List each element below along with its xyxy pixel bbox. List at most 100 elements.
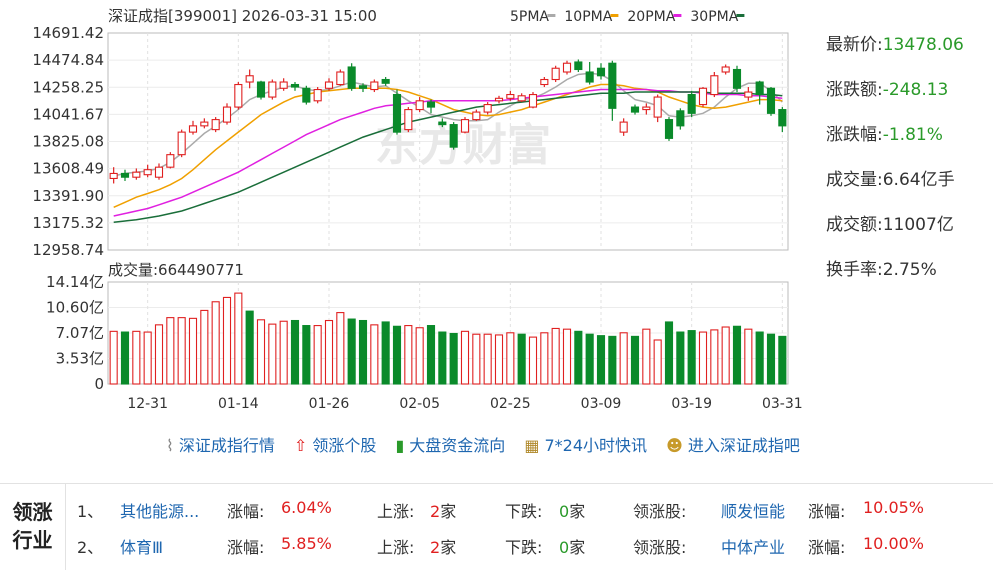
leading-stock-link[interactable]: 中体产业 xyxy=(721,538,786,557)
volume-bar xyxy=(676,331,685,385)
candle-body xyxy=(676,110,685,127)
candle-body xyxy=(166,154,175,168)
volume-bar xyxy=(744,328,753,385)
ma-legend-swatch xyxy=(736,14,745,17)
candle-body xyxy=(313,88,322,102)
candle-body xyxy=(766,87,776,114)
volume-bar xyxy=(540,332,549,385)
candle-body xyxy=(290,83,300,88)
volume-bar xyxy=(574,330,583,385)
stat-volume: 成交量:6.64亿手 xyxy=(826,170,955,190)
candle-body xyxy=(404,109,413,131)
volume-bar xyxy=(166,317,175,385)
link-leading-stocks[interactable]: ⇧ 领涨个股 xyxy=(293,436,377,455)
volume-tick-label: 14.14亿 xyxy=(46,273,104,291)
candle-body xyxy=(778,109,787,127)
volume-title: 成交量:664490771 xyxy=(108,261,244,279)
price-tick-label: 14474.84 xyxy=(32,51,104,69)
volume-bar xyxy=(755,331,764,385)
candle-body xyxy=(415,100,424,111)
volume-bar xyxy=(132,330,141,385)
volume-bar xyxy=(426,325,436,385)
candle-body xyxy=(664,119,674,139)
candle-body xyxy=(494,97,504,102)
candle-body xyxy=(222,106,232,123)
volume-bar xyxy=(483,333,492,385)
candle-body xyxy=(574,61,583,71)
link-news-flash[interactable]: ▦ 7*24小时快讯 xyxy=(524,436,648,455)
volume-bar xyxy=(766,333,776,385)
volume-bar xyxy=(778,335,787,385)
volume-bar xyxy=(313,325,322,385)
candle-body xyxy=(460,119,470,133)
candle-body xyxy=(381,78,390,84)
volume-bar xyxy=(324,319,334,385)
x-tick-label: 03-31 xyxy=(762,396,803,412)
candle-body xyxy=(132,171,141,178)
candle-body xyxy=(551,67,560,81)
volume-bar xyxy=(551,327,560,385)
volume-bar xyxy=(143,331,152,385)
candle-body xyxy=(109,172,118,180)
candle-body xyxy=(449,124,458,148)
volume-tick-label: 7.07亿 xyxy=(56,324,104,342)
sector-name-link[interactable]: 体育Ⅲ xyxy=(120,538,164,557)
volume-bar xyxy=(120,331,130,385)
price-tick-label: 13391.90 xyxy=(32,187,104,205)
volume-tick-label: 10.60亿 xyxy=(46,299,104,317)
candle-body xyxy=(324,81,334,89)
volume-bar xyxy=(279,320,288,385)
candle-body xyxy=(562,62,572,73)
bar-chart-icon: ▮ xyxy=(395,436,405,455)
price-tick-label: 12958.74 xyxy=(32,241,104,259)
ma-line-10pma xyxy=(113,83,783,208)
volume-bar xyxy=(358,319,368,385)
link-index-quote[interactable]: ⌇ 深证成指行情 xyxy=(166,436,275,455)
candle-body xyxy=(336,71,345,86)
volume-bar xyxy=(721,326,730,385)
stat-turnover: 成交额:11007亿 xyxy=(826,215,954,235)
volume-bar xyxy=(256,319,266,385)
leading-stock-link[interactable]: 顺发恒能 xyxy=(721,502,786,521)
price-tick-label: 14041.67 xyxy=(32,105,104,123)
link-index-forum[interactable]: ☻ 进入深证成指吧 xyxy=(666,436,800,455)
candle-body xyxy=(585,71,594,83)
candle-body xyxy=(472,111,481,121)
candle-body xyxy=(347,66,356,89)
volume-bar xyxy=(528,336,538,385)
quick-links: ⌇ 深证成指行情 ⇧ 领涨个股 ▮ 大盘资金流向 ▦ 7*24小时快讯 ☻ 进入深证成指吧 xyxy=(166,432,814,456)
candle-body xyxy=(698,87,708,106)
ma-line-20pma xyxy=(113,88,783,217)
candle-body xyxy=(721,66,730,73)
x-tick-label: 03-09 xyxy=(581,396,622,412)
ma-legend-label: 5PMA xyxy=(510,9,549,25)
volume-bar xyxy=(290,319,300,385)
candle-body xyxy=(517,95,526,102)
x-tick-label: 02-25 xyxy=(490,396,531,412)
index-kline-chart: 14691.42 14474.84 14258.25 14041.67 13825.08… xyxy=(32,7,803,412)
candle-body xyxy=(653,96,662,118)
x-tick-label: 03-19 xyxy=(671,396,712,412)
volume-bar xyxy=(596,335,606,385)
volume-bar xyxy=(630,335,640,385)
volume-bar xyxy=(460,330,470,385)
candle-body xyxy=(608,62,617,109)
stat-change-percent: 涨跌幅:-1.81% xyxy=(826,125,943,145)
leading-sectors: 领涨 行业 1、 其他能源... 涨幅: 6.04% 上涨: 2家 下跌: 0家 … xyxy=(0,483,993,570)
volume-bar xyxy=(494,334,504,385)
volume-bar xyxy=(200,309,209,385)
stat-turnover-rate: 换手率:2.75% xyxy=(826,260,937,280)
volume-bar xyxy=(619,332,628,385)
link-capital-flow[interactable]: ▮ 大盘资金流向 xyxy=(395,436,506,455)
volume-bar xyxy=(438,331,447,385)
ma-legend-label: 20PMA xyxy=(627,9,675,25)
candle-body xyxy=(506,93,515,99)
candle-body xyxy=(143,169,152,176)
volume-tick-label: 0 xyxy=(94,375,104,393)
volume-bar xyxy=(698,331,708,385)
candle-body xyxy=(268,81,277,98)
volume-bar xyxy=(222,296,232,385)
sector-name-link[interactable]: 其他能源... xyxy=(120,502,200,521)
volume-panel: 14.14亿 10.60亿 7.07亿 3.53亿 0 12-31 01-14 01-26 02… xyxy=(46,261,803,412)
volume-bar xyxy=(449,332,458,385)
